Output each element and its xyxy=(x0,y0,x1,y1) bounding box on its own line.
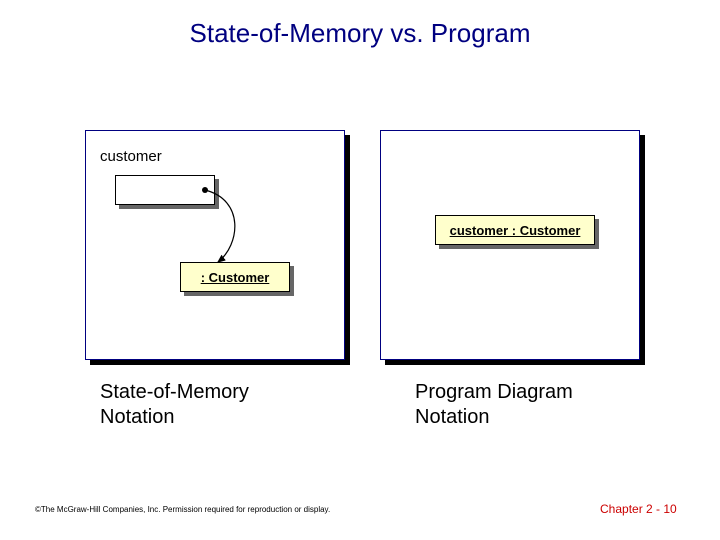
copyright-text: ©The McGraw-Hill Companies, Inc. Permiss… xyxy=(35,505,330,514)
right-caption: Program DiagramNotation xyxy=(415,380,573,430)
object-box-right: customer : Customer xyxy=(435,215,595,245)
page-number: Chapter 2 - 10 xyxy=(600,502,677,516)
object-box-right-label: customer : Customer xyxy=(450,223,581,238)
left-caption: State-of-MemoryNotation xyxy=(100,380,249,430)
